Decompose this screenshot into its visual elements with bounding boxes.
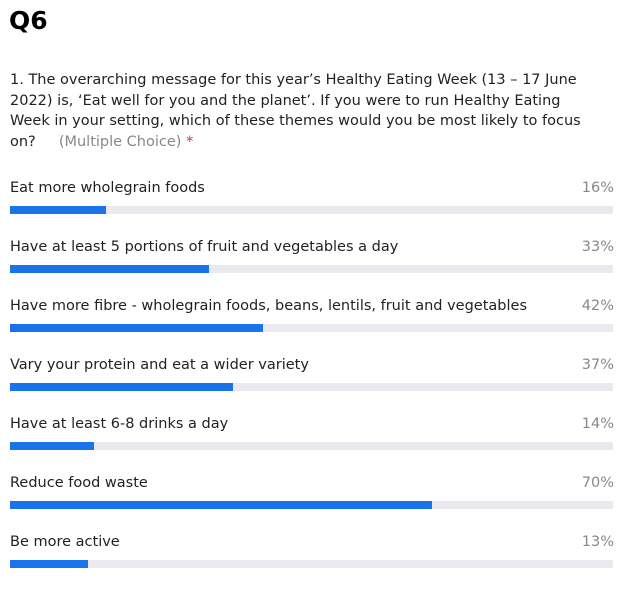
answer-bar-track — [10, 560, 613, 568]
question-type-label: (Multiple Choice) — [58, 133, 182, 150]
answer-bar-track — [10, 265, 613, 273]
answer-bar — [10, 324, 264, 332]
answer-label: Reduce food waste — [10, 475, 148, 491]
answer-bar — [10, 501, 433, 509]
answer-percent: 33% — [581, 239, 614, 255]
answer-row: Have at least 6-8 drinks a day 14% — [10, 412, 614, 471]
answer-bar — [10, 560, 89, 568]
answer-row: Have more fibre - wholegrain foods, bean… — [10, 294, 614, 353]
answer-label: Have more fibre - wholegrain foods, bean… — [10, 298, 527, 314]
answer-label: Be more active — [10, 534, 120, 550]
answer-percent: 42% — [581, 298, 614, 314]
answer-percent: 14% — [581, 416, 614, 432]
answer-bar — [10, 383, 234, 391]
answer-label: Eat more wholegrain foods — [10, 180, 205, 196]
answer-row: Be more active 13% — [10, 530, 614, 589]
question-text-block: 1. The overarching message for this year… — [10, 70, 600, 152]
answer-bar — [10, 442, 95, 450]
answer-bar-track — [10, 324, 613, 332]
answer-label: Have at least 6-8 drinks a day — [10, 416, 229, 432]
answer-bar-track — [10, 383, 613, 391]
answer-bar-track — [10, 501, 613, 509]
answer-percent: 37% — [581, 357, 614, 373]
answer-percent: 16% — [581, 180, 614, 196]
answer-percent: 70% — [581, 475, 614, 491]
question-text: 1. The overarching message for this year… — [10, 72, 581, 150]
answer-bar-track — [10, 206, 613, 214]
answer-bar — [10, 265, 209, 273]
answer-results-chart: Eat more wholegrain foods 16% Have at leas… — [10, 176, 614, 589]
answer-row: Eat more wholegrain foods 16% — [10, 176, 614, 235]
answer-row: Reduce food waste 70% — [10, 471, 614, 530]
required-marker: * — [186, 133, 194, 150]
page-title: Q6 — [9, 6, 48, 35]
answer-row: Vary your protein and eat a wider variet… — [10, 353, 614, 412]
answer-row: Have at least 5 portions of fruit and ve… — [10, 235, 614, 294]
answer-bar — [10, 206, 107, 214]
answer-label: Have at least 5 portions of fruit and ve… — [10, 239, 399, 255]
answer-label: Vary your protein and eat a wider variet… — [10, 357, 309, 373]
answer-bar-track — [10, 442, 613, 450]
answer-percent: 13% — [581, 534, 614, 550]
